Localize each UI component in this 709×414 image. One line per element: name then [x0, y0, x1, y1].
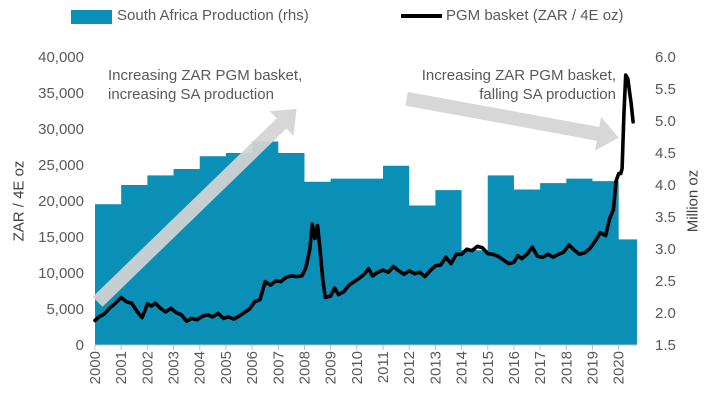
x-axis-tick-label: 2012 — [401, 351, 418, 384]
x-axis-tick-label: 2014 — [454, 351, 471, 384]
right-axis-tick-label: 2.0 — [655, 305, 676, 322]
x-axis-tick-label: 2009 — [323, 351, 340, 384]
production-area — [95, 141, 637, 345]
annotation-1-line-2: increasing SA production — [108, 86, 274, 103]
x-axis-tick-label: 2018 — [558, 351, 575, 384]
right-axis-tick-label: 3.5 — [655, 209, 676, 226]
legend-swatch-pgm-basket — [401, 14, 442, 18]
left-axis-tick-label: 35,000 — [38, 85, 84, 102]
legend-label-production: South Africa Production (rhs) — [117, 7, 309, 24]
x-axis-tick-label: 2007 — [270, 351, 287, 384]
left-axis-tick-label: 0 — [76, 337, 84, 354]
left-axis-tick-label: 20,000 — [38, 193, 84, 210]
x-axis-tick-label: 2020 — [611, 351, 628, 384]
x-axis-tick-label: 2008 — [296, 351, 313, 384]
x-axis-tick-label: 2013 — [427, 351, 444, 384]
right-axis-tick-label: 4.5 — [655, 145, 676, 162]
left-axis-tick-label: 15,000 — [38, 229, 84, 246]
x-axis-tick-label: 2002 — [139, 351, 156, 384]
x-axis-tick-label: 2011 — [375, 351, 392, 383]
annotation-arrow-1 — [92, 108, 297, 307]
x-axis-tick-label: 2000 — [87, 351, 104, 384]
legend-swatch-production — [71, 10, 112, 24]
right-axis-tick-label: 2.5 — [655, 273, 676, 290]
x-axis-tick-label: 2019 — [584, 351, 601, 384]
x-axis-tick-label: 2017 — [532, 351, 549, 384]
left-axis-tick-label: 40,000 — [38, 49, 84, 66]
annotation-1-line-1: Increasing ZAR PGM basket, — [108, 67, 302, 84]
x-axis-tick-label: 2004 — [192, 351, 209, 384]
x-axis-tick-label: 2016 — [506, 351, 523, 384]
right-axis-tick-label: 3.0 — [655, 241, 676, 258]
right-axis-tick-label: 5.0 — [655, 113, 676, 130]
x-axis-tick-label: 2010 — [349, 351, 366, 384]
annotation-2-line-1: Increasing ZAR PGM basket, — [422, 67, 616, 84]
annotation-arrow-2 — [405, 91, 619, 151]
annotation-2-line-2: falling SA production — [479, 86, 616, 103]
right-axis-tick-label: 6.0 — [655, 49, 676, 66]
left-axis-tick-label: 25,000 — [38, 157, 84, 174]
x-axis-tick-label: 2001 — [113, 351, 130, 384]
left-axis-tick-label: 10,000 — [38, 265, 84, 282]
right-axis-tick-label: 1.5 — [655, 337, 676, 354]
left-axis-tick-label: 30,000 — [38, 121, 84, 138]
x-axis-tick-label: 2006 — [244, 351, 261, 384]
legend-label-pgm-basket: PGM basket (ZAR / 4E oz) — [446, 7, 624, 24]
left-axis-tick-label: 5,000 — [46, 301, 84, 318]
right-axis-tick-label: 4.0 — [655, 177, 676, 194]
pgm-basket-line — [93, 73, 635, 324]
right-axis-tick-label: 5.5 — [655, 81, 676, 98]
x-axis-tick-label: 2005 — [218, 351, 235, 384]
x-axis-tick-label: 2003 — [166, 351, 183, 384]
x-axis-tick-label: 2015 — [480, 351, 497, 384]
